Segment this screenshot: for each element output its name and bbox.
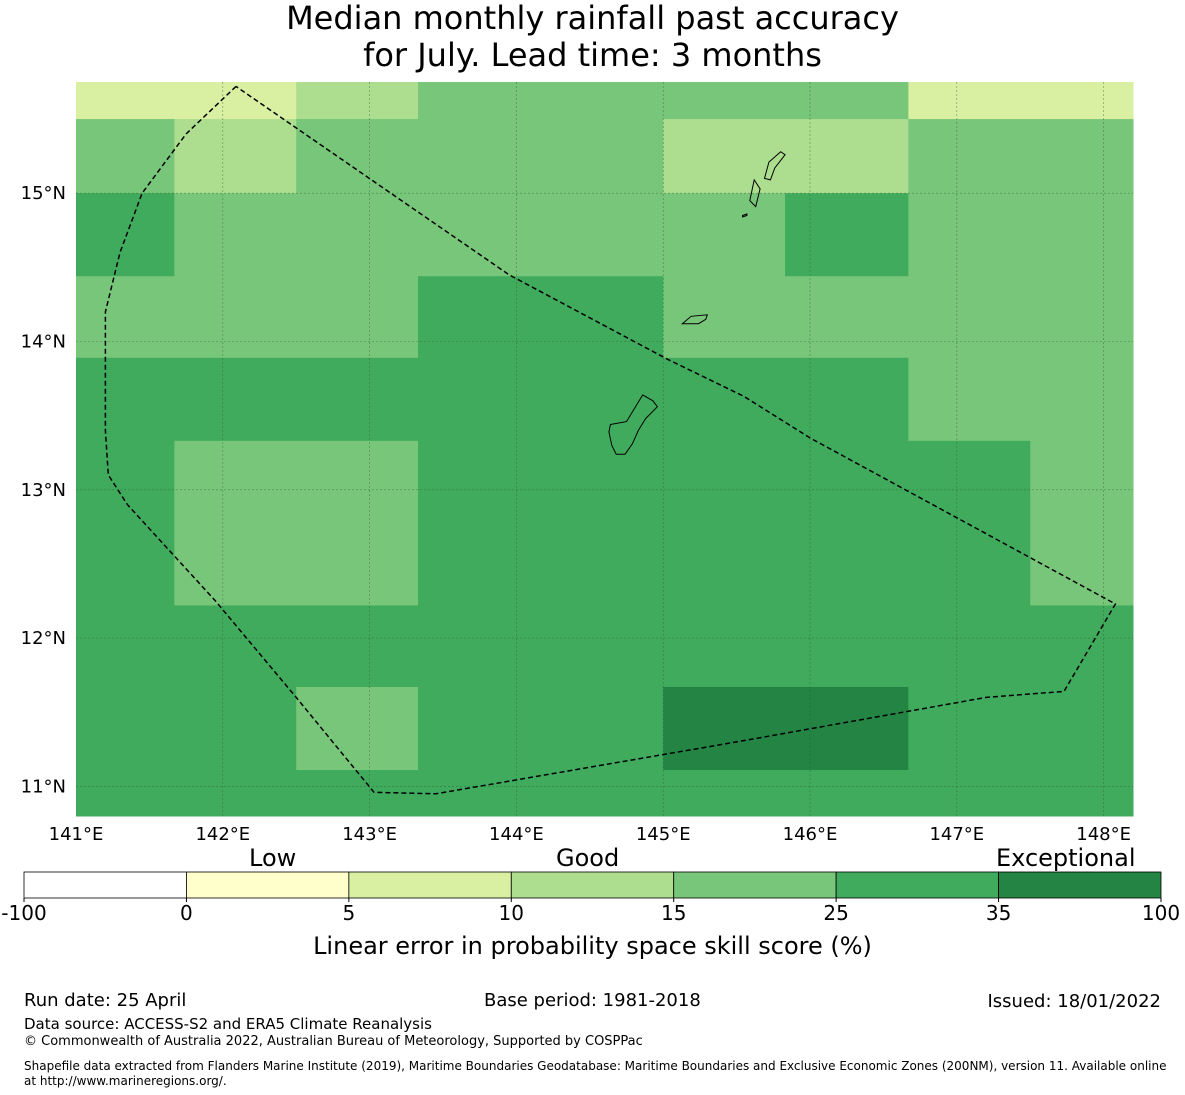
grid-cell <box>76 193 175 277</box>
y-tick-label: 13°N <box>21 480 66 501</box>
grid-cell <box>785 193 909 277</box>
grid-cell <box>76 770 1134 817</box>
map-title-line-1: Median monthly rainfall past accuracy <box>286 0 899 37</box>
island-tinian <box>749 178 761 208</box>
shapefile-credit-line-1: Shapefile data extracted from Flanders M… <box>24 1059 1167 1073</box>
colorbar-tick-label: 35 <box>986 901 1011 925</box>
data-source: Data source: ACCESS-S2 and ERA5 Climate … <box>24 1015 432 1033</box>
grid-cell <box>76 440 175 606</box>
x-tick-label: 141°E <box>49 824 104 845</box>
map-title-line-2: for July. Lead time: 3 months <box>363 36 822 74</box>
colorbar-bin <box>186 871 350 899</box>
grid-cell <box>76 276 419 359</box>
colorbar-ticks: -100 0 5 10 15 25 35 100 <box>1 898 1180 925</box>
eez-boundary <box>104 85 1117 795</box>
grid-cell <box>663 686 909 771</box>
y-tick-label: 11°N <box>21 776 66 797</box>
x-tick-label: 144°E <box>489 824 544 845</box>
shapefile-credit-line-2: at http://www.marineregions.org/. <box>24 1074 227 1088</box>
y-axis-ticks: 15°N 14°N 13°N 12°N 11°N <box>21 183 66 797</box>
grid-cell <box>76 82 297 120</box>
colorbar-bin <box>348 871 512 899</box>
x-tick-label: 142°E <box>195 824 250 845</box>
x-tick-label: 143°E <box>342 824 397 845</box>
grid-cell <box>908 82 1134 120</box>
grid-cell <box>76 357 909 442</box>
grid-cell <box>418 686 664 771</box>
colorbar-bin <box>510 871 675 899</box>
grid-cell <box>174 119 297 194</box>
grid-cell <box>76 686 297 771</box>
colorbar-axis-label: Linear error in probability space skill … <box>313 932 872 960</box>
grid-cell <box>296 686 419 771</box>
x-tick-label: 146°E <box>783 824 838 845</box>
colorbar-tick-label: 15 <box>661 901 686 925</box>
grid-cell <box>908 686 1134 771</box>
base-period: Base period: 1981-2018 <box>484 990 701 1011</box>
island-aguijan <box>742 213 748 218</box>
lat-lon-gridlines <box>76 82 1133 816</box>
colorbar-bin <box>835 871 999 899</box>
grid-cell <box>174 193 786 277</box>
y-tick-label: 15°N <box>21 183 66 204</box>
island-saipan <box>763 151 786 181</box>
grid-cell <box>663 119 909 194</box>
grid-cell <box>296 119 664 194</box>
copyright: © Commonwealth of Australia 2022, Austra… <box>24 1034 643 1049</box>
colorbar-label-exceptional: Exceptional <box>996 844 1136 872</box>
issued-date: Issued: 18/01/2022 <box>987 991 1161 1012</box>
grid-cell <box>418 82 909 120</box>
grid-cell <box>296 82 419 120</box>
colorbar-bin <box>23 871 187 899</box>
island-rota <box>680 314 709 325</box>
y-tick-label: 14°N <box>21 331 66 352</box>
colorbar-tick-label: 25 <box>823 901 848 925</box>
grid-cell <box>663 276 1134 359</box>
grid-cell <box>174 440 419 606</box>
x-axis-ticks: 141°E 142°E 143°E 144°E 145°E 146°E 147°E 148°E <box>49 824 1131 845</box>
x-tick-label: 145°E <box>636 824 691 845</box>
y-tick-label: 12°N <box>21 628 66 649</box>
colorbar-bin <box>673 871 837 899</box>
x-tick-label: 147°E <box>929 824 984 845</box>
island-guam <box>608 394 659 455</box>
grid-cell <box>908 119 1134 194</box>
grid-cell <box>418 440 1031 606</box>
grid-cell <box>908 357 1134 442</box>
run-date: Run date: 25 April <box>24 990 187 1011</box>
grid-cell <box>76 119 175 194</box>
x-tick-label: 148°E <box>1076 824 1131 845</box>
grid-cell <box>908 193 1134 277</box>
colorbar-tick-label: 10 <box>499 901 524 925</box>
colorbar-tick-label: -100 <box>1 901 46 925</box>
grid-cell <box>1030 440 1134 606</box>
colorbar-tick-label: 5 <box>342 901 355 925</box>
grid-cell <box>418 276 664 359</box>
colorbar-bin <box>998 871 1162 899</box>
grid-cell <box>76 605 1134 688</box>
colorbar-tick-label: 100 <box>1142 901 1180 925</box>
skill-score-grid <box>76 82 1134 817</box>
colorbar-label-good: Good <box>556 844 620 872</box>
island-outlines <box>608 151 786 455</box>
colorbar-tick-label: 0 <box>180 901 193 925</box>
colorbar-label-low: Low <box>249 844 297 872</box>
colorbar <box>23 871 1162 899</box>
